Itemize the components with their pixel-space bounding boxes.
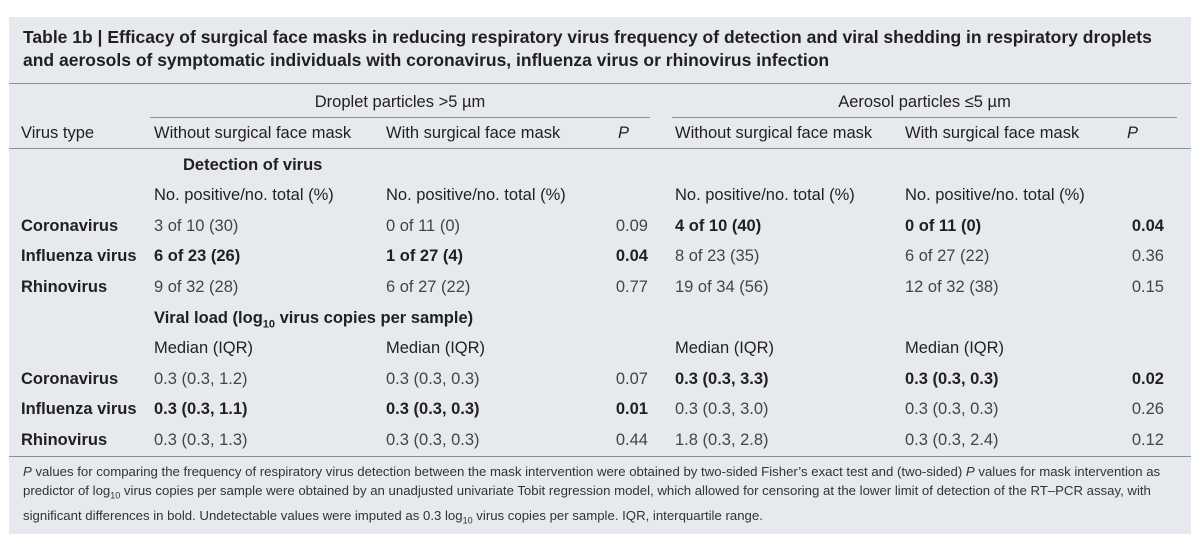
unit-droplet-without: No. positive/no. total (%) [154, 186, 334, 204]
col-aerosol-without: Without surgical face mask [675, 124, 873, 142]
table-cell: 1.8 (0.3, 2.8) [675, 431, 769, 449]
table-cell: 6 of 27 (22) [386, 278, 471, 296]
table-cell-p: 0.15 [1131, 278, 1164, 296]
section-viral-load: Viral load (log10 virus copies per sampl… [154, 309, 474, 331]
col-virus-type: Virus type [21, 124, 95, 142]
col-droplet-with: With surgical face mask [386, 124, 561, 142]
table-cell-p: 0.07 [615, 370, 648, 388]
table-cell: 0.3 (0.3, 1.2) [154, 370, 248, 388]
caption-label: Table 1b | [23, 27, 103, 47]
table-cell: 6 of 27 (22) [905, 247, 990, 265]
table-panel [9, 17, 1191, 534]
table-cell-p: 0.09 [615, 217, 648, 235]
row-virus-name: Influenza virus [21, 247, 137, 265]
row-virus-name: Influenza virus [21, 400, 137, 418]
unit-droplet-without-median: Median (IQR) [154, 339, 254, 357]
col-droplet-without: Without surgical face mask [154, 124, 352, 142]
caption-text: Efficacy of surgical face masks in reduc… [23, 27, 1152, 70]
table-caption: Table 1b | Efficacy of surgical face mas… [23, 26, 1183, 72]
divider-bottom [9, 456, 1191, 457]
table-cell: 0.3 (0.3, 0.3) [386, 400, 480, 418]
table-cell-p: 0.04 [615, 247, 648, 265]
table-cell: 0.3 (0.3, 1.3) [154, 431, 248, 449]
table-cell: 3 of 10 (30) [154, 217, 239, 235]
table-cell-p: 0.36 [1131, 247, 1164, 265]
table-cell: 0.3 (0.3, 0.3) [386, 370, 480, 388]
spanner-droplet-rule [150, 117, 650, 118]
table-cell: 0.3 (0.3, 0.3) [386, 431, 480, 449]
row-virus-name: Coronavirus [21, 370, 119, 388]
unit-droplet-with: No. positive/no. total (%) [386, 186, 566, 204]
unit-aerosol-without: No. positive/no. total (%) [675, 186, 855, 204]
table-cell: 4 of 10 (40) [675, 217, 762, 235]
col-aerosol-with: With surgical face mask [905, 124, 1080, 142]
table-cell: 0 of 11 (0) [386, 217, 460, 235]
table-cell: 0 of 11 (0) [905, 217, 982, 235]
table-cell-p: 0.04 [1131, 217, 1164, 235]
unit-droplet-with-median: Median (IQR) [386, 339, 486, 357]
divider-header [9, 148, 1191, 149]
section-detection: Detection of virus [183, 156, 323, 174]
table-cell: 12 of 32 (38) [905, 278, 999, 296]
table-cell: 0.3 (0.3, 3.3) [675, 370, 769, 388]
table-cell-p: 0.77 [615, 278, 648, 296]
spanner-droplet: Droplet particles >5 µm [314, 93, 486, 111]
spanner-aerosol: Aerosol particles ≤5 µm [838, 93, 1011, 111]
table-cell: 6 of 23 (26) [154, 247, 241, 265]
row-virus-name: Rhinovirus [21, 278, 108, 296]
unit-aerosol-with-median: Median (IQR) [905, 339, 1005, 357]
table-footnote: P values for comparing the frequency of … [23, 464, 1161, 526]
table-cell: 0.3 (0.3, 3.0) [675, 400, 769, 418]
table-cell-p: 0.12 [1131, 431, 1164, 449]
table-cell: 0.3 (0.3, 0.3) [905, 400, 999, 418]
table-cell: 0.3 (0.3, 0.3) [905, 370, 999, 388]
table-cell-p: 0.44 [615, 431, 648, 449]
unit-aerosol-with: No. positive/no. total (%) [905, 186, 1085, 204]
divider-top [9, 83, 1191, 84]
table-cell-p: 0.01 [615, 400, 648, 418]
table-cell-p: 0.26 [1131, 400, 1164, 418]
spanner-aerosol-rule [672, 117, 1177, 118]
row-virus-name: Coronavirus [21, 217, 119, 235]
unit-aerosol-without-median: Median (IQR) [675, 339, 775, 357]
row-virus-name: Rhinovirus [21, 431, 108, 449]
table-cell: 8 of 23 (35) [675, 247, 760, 265]
table-cell: 0.3 (0.3, 1.1) [154, 400, 248, 418]
table-cell: 19 of 34 (56) [675, 278, 769, 296]
col-droplet-p: P [618, 124, 630, 142]
table-cell: 1 of 27 (4) [386, 247, 464, 265]
table-cell: 0.3 (0.3, 2.4) [905, 431, 999, 449]
table-cell: 9 of 32 (28) [154, 278, 239, 296]
col-aerosol-p: P [1127, 124, 1139, 142]
table-cell-p: 0.02 [1131, 370, 1164, 388]
